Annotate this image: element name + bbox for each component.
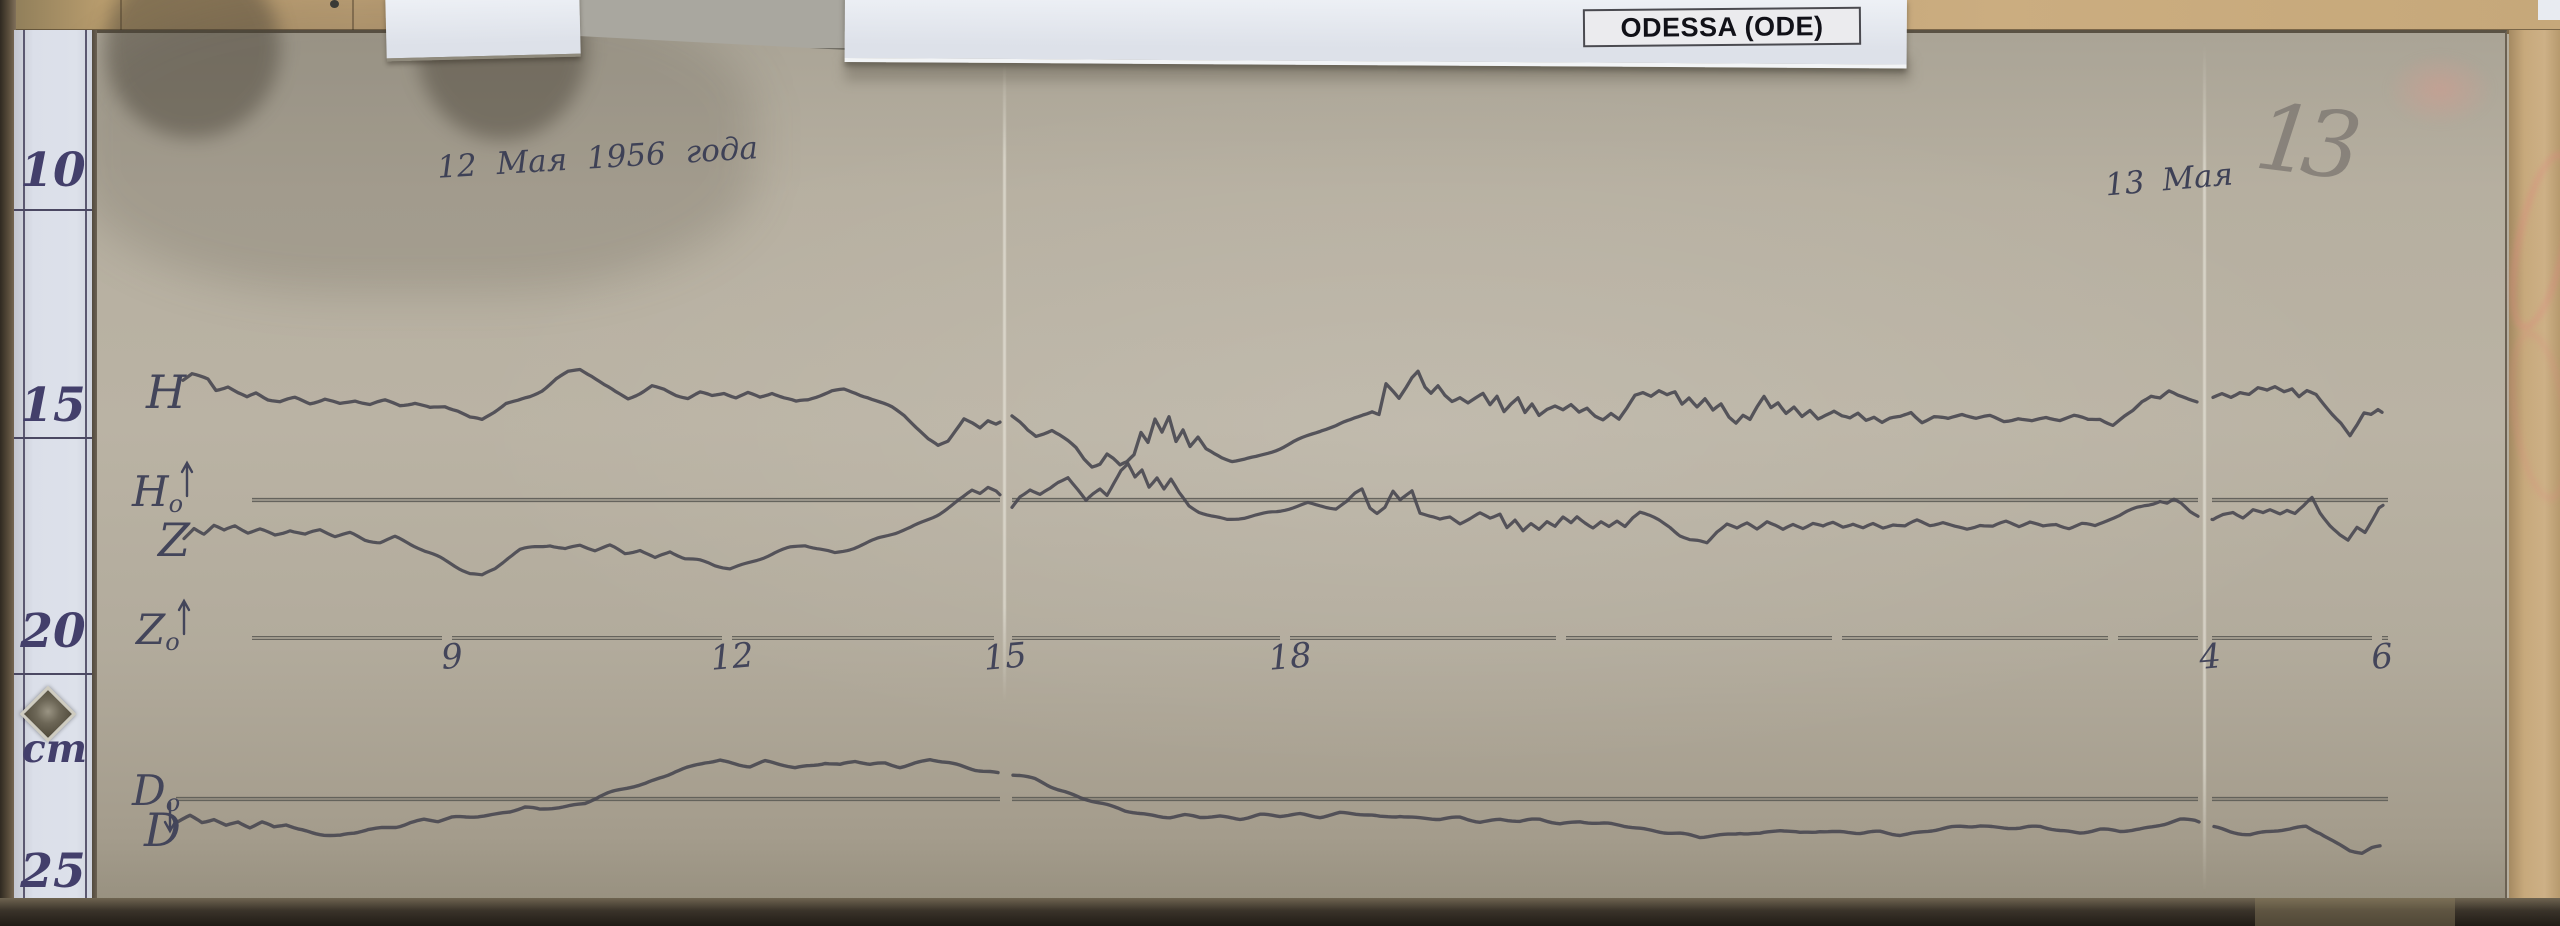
label-H0: Ho [131, 467, 183, 518]
tick-label-12: 12 [709, 635, 756, 679]
clip-shadow [105, 0, 280, 138]
dark-speck [330, 0, 339, 8]
tick-label-9: 9 [440, 636, 465, 678]
trace-H [181, 367, 2384, 469]
label-D: D [143, 803, 181, 857]
pink-mark [2385, 52, 2495, 127]
ruler-division-line [14, 209, 92, 211]
white-paper-sheet-small [385, 0, 581, 62]
wood-seam [352, 0, 354, 34]
paper-crease [1003, 63, 1006, 703]
ruler-mark-20: 20 [20, 604, 86, 659]
station-label-text: ODESSA (ODE) [1620, 10, 1824, 43]
tick-label-6: 6 [2370, 636, 2395, 678]
station-label: ODESSA (ODE) [1582, 6, 1862, 48]
label-Z: Z [156, 513, 191, 567]
trace-Z [182, 462, 2385, 577]
tick-label-18: 18 [1267, 635, 1314, 679]
pencil-page-mark: 13 [2249, 82, 2356, 201]
ruler-border-line [85, 30, 87, 904]
arrow-D0-down-icon [163, 801, 177, 834]
ruler-border-line [23, 30, 25, 904]
arrow-Z0-up-icon [177, 598, 191, 636]
ruler-division-line [14, 437, 92, 439]
tick-label-15: 15 [982, 635, 1029, 679]
label-Z0: Zo [134, 605, 180, 656]
paper-crease [2203, 43, 2206, 893]
ruler-mark-15: 15 [20, 378, 86, 433]
wood-seam [120, 0, 122, 34]
label-H: H [145, 365, 187, 419]
table-edge-light [2255, 898, 2455, 926]
ruler: 10 15 20 25 cm [14, 30, 92, 909]
table-edge-shadow [0, 898, 2560, 926]
wooden-frame-right [2509, 30, 2560, 926]
ruler-division-line [14, 673, 92, 675]
trace-D [176, 758, 2382, 855]
arrow-H0-up-icon [180, 460, 194, 498]
paper-edge-gap [88, 30, 97, 906]
tick-label-4: 4 [2197, 636, 2223, 678]
magnetogram-paper [75, 0, 2507, 906]
ruler-edge [0, 0, 16, 926]
ruler-unit-label: cm [22, 726, 88, 772]
paper-scrap [2538, 0, 2560, 20]
ruler-mark-25: 25 [20, 844, 86, 899]
ruler-mark-10: 10 [20, 143, 86, 198]
